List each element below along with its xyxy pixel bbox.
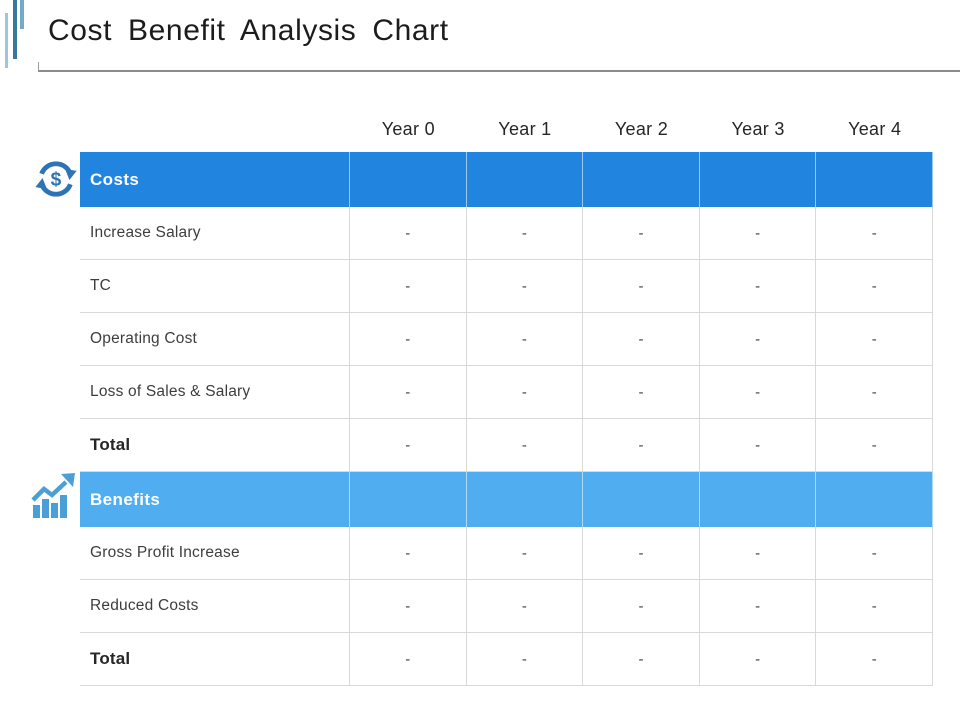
svg-text:$: $ <box>51 170 62 191</box>
table-cell: - <box>699 580 817 633</box>
year-header-spacer <box>80 106 350 152</box>
section-label: Costs <box>80 152 350 207</box>
table-cell: - <box>350 366 467 419</box>
table-cell: - <box>466 633 584 686</box>
row-label: Gross Profit Increase <box>80 527 350 580</box>
table-cell: - <box>583 207 700 260</box>
table-cell: - <box>466 313 584 366</box>
year-header: Year 3 <box>731 118 785 139</box>
deco-bar-medium <box>20 0 24 29</box>
table-cell: - <box>583 313 700 366</box>
year-header: Year 2 <box>614 118 669 139</box>
section-cell <box>816 152 933 207</box>
table-row: Gross Profit Increase - - - - - <box>80 527 933 580</box>
table-cell: - <box>583 366 700 419</box>
table-cell: - <box>816 580 933 633</box>
table-cell: - <box>583 633 700 686</box>
table-cell: - <box>350 313 467 366</box>
table-row: TC - - - - - <box>80 260 933 313</box>
table-cell: - <box>699 633 817 686</box>
table-cell: - <box>350 419 467 472</box>
table-cell: - <box>583 580 700 633</box>
cost-benefit-table: Year 0 Year 1 Year 2 Year 3 Year 4 Costs… <box>80 106 933 686</box>
table-cell: - <box>699 419 817 472</box>
section-cell <box>583 152 700 207</box>
table-cell: - <box>466 260 584 313</box>
table-cell: - <box>816 260 933 313</box>
table-cell: - <box>816 313 933 366</box>
table-cell: - <box>699 207 817 260</box>
title-divider <box>38 62 960 72</box>
section-cell <box>466 152 584 207</box>
section-cell <box>699 152 817 207</box>
growth-chart-icon <box>30 473 78 526</box>
table-cell: - <box>699 366 817 419</box>
year-header: Year 0 <box>381 118 435 139</box>
table-row: Loss of Sales & Salary - - - - - <box>80 366 933 419</box>
table-cell: - <box>350 580 467 633</box>
table-cell: - <box>816 366 933 419</box>
table-row-total: Total - - - - - <box>80 633 933 686</box>
section-header-costs: Costs <box>80 152 933 207</box>
year-header: Year 4 <box>848 118 902 139</box>
row-label: Reduced Costs <box>80 580 350 633</box>
table-cell: - <box>816 419 933 472</box>
row-label: Increase Salary <box>80 207 350 260</box>
section-header-benefits: Benefits <box>80 472 933 527</box>
deco-bar-dark <box>13 0 17 59</box>
row-label: Operating Cost <box>80 313 350 366</box>
table-cell: - <box>350 633 467 686</box>
table-cell: - <box>583 527 700 580</box>
deco-bar-light <box>5 13 8 68</box>
year-header: Year 1 <box>498 118 552 139</box>
table-cell: - <box>816 633 933 686</box>
row-label: Total <box>80 419 350 472</box>
table-cell: - <box>466 580 584 633</box>
table-cell: - <box>816 527 933 580</box>
section-label: Benefits <box>80 472 350 527</box>
table-cell: - <box>699 260 817 313</box>
section-cell <box>350 152 467 207</box>
table-cell: - <box>466 419 584 472</box>
table-cell: - <box>466 527 584 580</box>
table-row: Increase Salary - - - - - <box>80 207 933 260</box>
row-label: TC <box>80 260 350 313</box>
dollar-cycle-icon: $ <box>33 156 79 207</box>
section-cell <box>816 472 933 527</box>
table-cell: - <box>466 207 584 260</box>
section-cell <box>699 472 817 527</box>
section-cell <box>350 472 467 527</box>
table-row: Operating Cost - - - - - <box>80 313 933 366</box>
table-cell: - <box>583 419 700 472</box>
section-cell <box>466 472 584 527</box>
table-cell: - <box>350 260 467 313</box>
row-label: Total <box>80 633 350 686</box>
table-cell: - <box>350 207 467 260</box>
table-cell: - <box>816 207 933 260</box>
table-row-total: Total - - - - - <box>80 419 933 472</box>
table-cell: - <box>466 366 584 419</box>
table-cell: - <box>350 527 467 580</box>
table-cell: - <box>583 260 700 313</box>
table-cell: - <box>699 313 817 366</box>
table-row: Reduced Costs - - - - - <box>80 580 933 633</box>
year-header-row: Year 0 Year 1 Year 2 Year 3 Year 4 <box>80 106 933 152</box>
table-cell: - <box>699 527 817 580</box>
page-title: Cost Benefit Analysis Chart <box>48 14 449 47</box>
section-cell <box>583 472 700 527</box>
row-label: Loss of Sales & Salary <box>80 366 350 419</box>
